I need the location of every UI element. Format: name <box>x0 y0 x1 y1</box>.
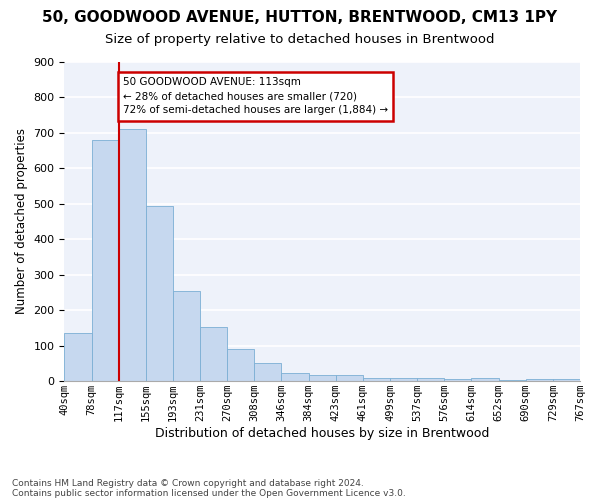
Text: 50 GOODWOOD AVENUE: 113sqm
← 28% of detached houses are smaller (720)
72% of sem: 50 GOODWOOD AVENUE: 113sqm ← 28% of deta… <box>123 78 388 116</box>
Y-axis label: Number of detached properties: Number of detached properties <box>15 128 28 314</box>
Bar <box>64 333 92 381</box>
Bar <box>336 375 363 381</box>
Bar <box>227 349 254 381</box>
Bar <box>553 378 580 381</box>
X-axis label: Distribution of detached houses by size in Brentwood: Distribution of detached houses by size … <box>155 427 490 440</box>
Bar <box>417 378 445 381</box>
Bar <box>445 378 472 381</box>
Text: 50, GOODWOOD AVENUE, HUTTON, BRENTWOOD, CM13 1PY: 50, GOODWOOD AVENUE, HUTTON, BRENTWOOD, … <box>43 10 557 25</box>
Bar <box>472 378 499 381</box>
Bar <box>200 327 227 381</box>
Text: Contains HM Land Registry data © Crown copyright and database right 2024.: Contains HM Land Registry data © Crown c… <box>12 478 364 488</box>
Bar <box>281 373 308 381</box>
Bar <box>173 290 200 381</box>
Bar <box>499 380 526 381</box>
Bar <box>308 375 336 381</box>
Bar <box>526 378 553 381</box>
Bar <box>119 129 146 381</box>
Bar <box>146 206 173 381</box>
Bar <box>363 378 390 381</box>
Text: Contains public sector information licensed under the Open Government Licence v3: Contains public sector information licen… <box>12 488 406 498</box>
Bar <box>254 362 281 381</box>
Bar <box>390 378 417 381</box>
Bar <box>92 140 119 381</box>
Text: Size of property relative to detached houses in Brentwood: Size of property relative to detached ho… <box>105 32 495 46</box>
